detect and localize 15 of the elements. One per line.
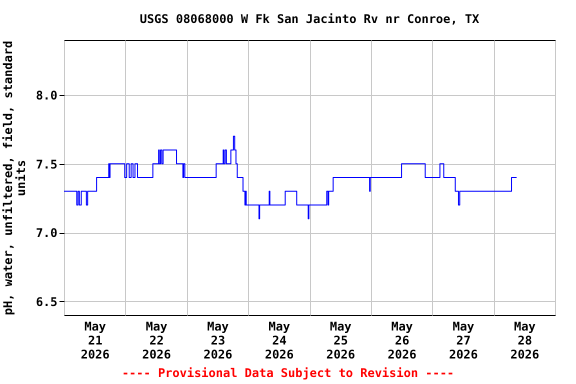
x-tick-label: May 21 2026 xyxy=(80,320,110,362)
x-tick-label: May 22 2026 xyxy=(142,320,172,362)
y-tick-label: 8.0 xyxy=(36,88,58,102)
x-tick-label: May 28 2026 xyxy=(510,320,540,362)
y-tick-label: 6.5 xyxy=(36,294,58,309)
y-tick-label: 7.0 xyxy=(36,226,58,240)
text: ---- Provisional Data Subject to Revision ---- xyxy=(120,366,456,380)
chart-title: USGS 08068000 W Fk San Jacinto Rv nr Conroe, TX xyxy=(140,12,480,26)
x-tick-label: May 26 2026 xyxy=(388,320,417,362)
x-tick-label: May 24 2026 xyxy=(264,320,294,362)
y-tick-label: 7.5 xyxy=(36,157,58,172)
x-tick-label: May 23 2026 xyxy=(203,320,232,362)
y-axis-title: pH, water, unfiltered, field, standard units xyxy=(0,40,28,316)
x-tick-label: May 25 2026 xyxy=(326,320,356,362)
x-tick-label: May 27 2026 xyxy=(448,320,478,362)
